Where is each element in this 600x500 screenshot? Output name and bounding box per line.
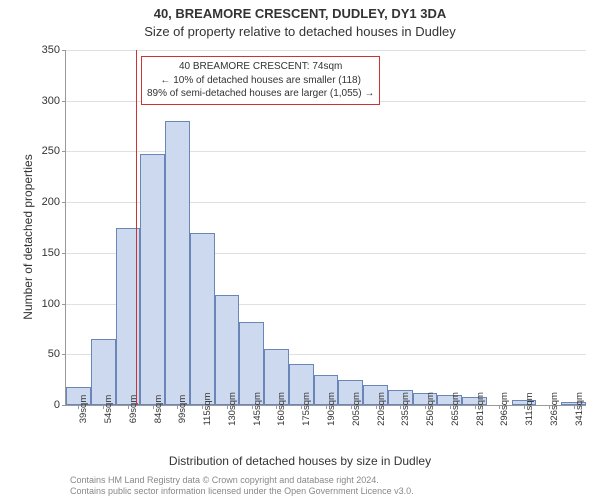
xtick-label: 69sqm	[128, 395, 139, 424]
plot-area: 05010015020025030035039sqm54sqm69sqm84sq…	[65, 50, 586, 406]
ytick-mark	[62, 50, 66, 51]
xtick-label: 145sqm	[252, 392, 263, 426]
annotation-line3: 89% of semi-detached houses are larger (…	[147, 87, 374, 101]
ytick-label: 50	[48, 348, 60, 360]
gridline	[66, 151, 586, 152]
histogram-bar	[140, 154, 165, 405]
xtick-label: 311sqm	[524, 392, 535, 425]
ytick-label: 150	[42, 247, 60, 259]
xtick-label: 115sqm	[202, 392, 213, 425]
ytick-label: 250	[42, 145, 60, 157]
ytick-mark	[62, 151, 66, 152]
annotation-box: 40 BREAMORE CRESCENT: 74sqm← 10% of deta…	[141, 56, 380, 105]
xtick-label: 326sqm	[549, 392, 560, 426]
ytick-label: 200	[42, 196, 60, 208]
histogram-bar	[190, 233, 215, 405]
footer-line1: Contains HM Land Registry data © Crown c…	[70, 475, 414, 487]
ytick-mark	[62, 253, 66, 254]
xtick-label: 296sqm	[499, 392, 510, 426]
ytick-label: 100	[42, 298, 60, 310]
ytick-mark	[62, 202, 66, 203]
histogram-bar	[165, 121, 190, 405]
annotation-line2: ← 10% of detached houses are smaller (11…	[147, 74, 374, 88]
xtick-label: 250sqm	[425, 392, 436, 426]
ytick-mark	[62, 405, 66, 406]
ytick-label: 300	[42, 95, 60, 107]
xtick-label: 160sqm	[276, 392, 287, 426]
chart-title-line1: 40, BREAMORE CRESCENT, DUDLEY, DY1 3DA	[0, 6, 600, 21]
xtick-label: 84sqm	[153, 395, 164, 424]
xtick-label: 265sqm	[450, 392, 461, 426]
xtick-label: 220sqm	[376, 392, 387, 426]
reference-line	[136, 50, 137, 405]
xtick-label: 190sqm	[326, 392, 337, 426]
ytick-label: 350	[42, 44, 60, 56]
histogram-bar	[215, 295, 240, 405]
xtick-label: 99sqm	[177, 395, 188, 424]
chart-title-line2: Size of property relative to detached ho…	[0, 24, 600, 39]
ytick-label: 0	[54, 399, 60, 411]
y-axis-label: Number of detached properties	[21, 137, 35, 337]
xtick-label: 341sqm	[574, 392, 585, 426]
xtick-label: 39sqm	[78, 395, 89, 424]
xtick-label: 175sqm	[301, 392, 312, 426]
annotation-line1: 40 BREAMORE CRESCENT: 74sqm	[147, 60, 374, 74]
ytick-mark	[62, 304, 66, 305]
xtick-label: 205sqm	[351, 392, 362, 426]
xtick-label: 281sqm	[475, 392, 486, 426]
xtick-label: 130sqm	[227, 392, 238, 426]
ytick-mark	[62, 101, 66, 102]
ytick-mark	[62, 354, 66, 355]
x-axis-label: Distribution of detached houses by size …	[0, 454, 600, 468]
footer-line2: Contains public sector information licen…	[70, 486, 414, 498]
footer-attribution: Contains HM Land Registry data © Crown c…	[70, 475, 414, 498]
xtick-label: 54sqm	[103, 395, 114, 424]
gridline	[66, 50, 586, 51]
xtick-label: 235sqm	[400, 392, 411, 426]
